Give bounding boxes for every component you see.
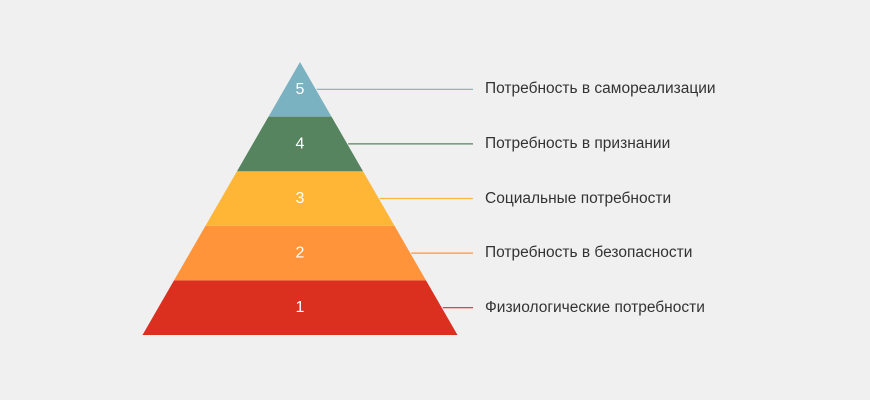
pyramid-level-4: [237, 116, 363, 172]
level-number: 2: [296, 245, 305, 262]
level-number: 5: [296, 81, 305, 98]
level-label: Физиологические потребности: [485, 298, 705, 316]
pyramid-level-5: [268, 62, 332, 117]
level-number: 3: [296, 190, 305, 207]
level-label: Потребность в безопасности: [485, 244, 693, 262]
level-number: 4: [296, 135, 305, 152]
level-label: Социальные потребности: [485, 189, 672, 207]
pyramid-level-3: [205, 171, 395, 226]
level-number: 1: [296, 299, 305, 316]
level-label: Потребность в признании: [485, 134, 671, 152]
pyramid-level-1: [142, 280, 458, 335]
pyramid-level-2: [174, 225, 426, 281]
level-label: Потребность в самореализации: [485, 80, 716, 98]
